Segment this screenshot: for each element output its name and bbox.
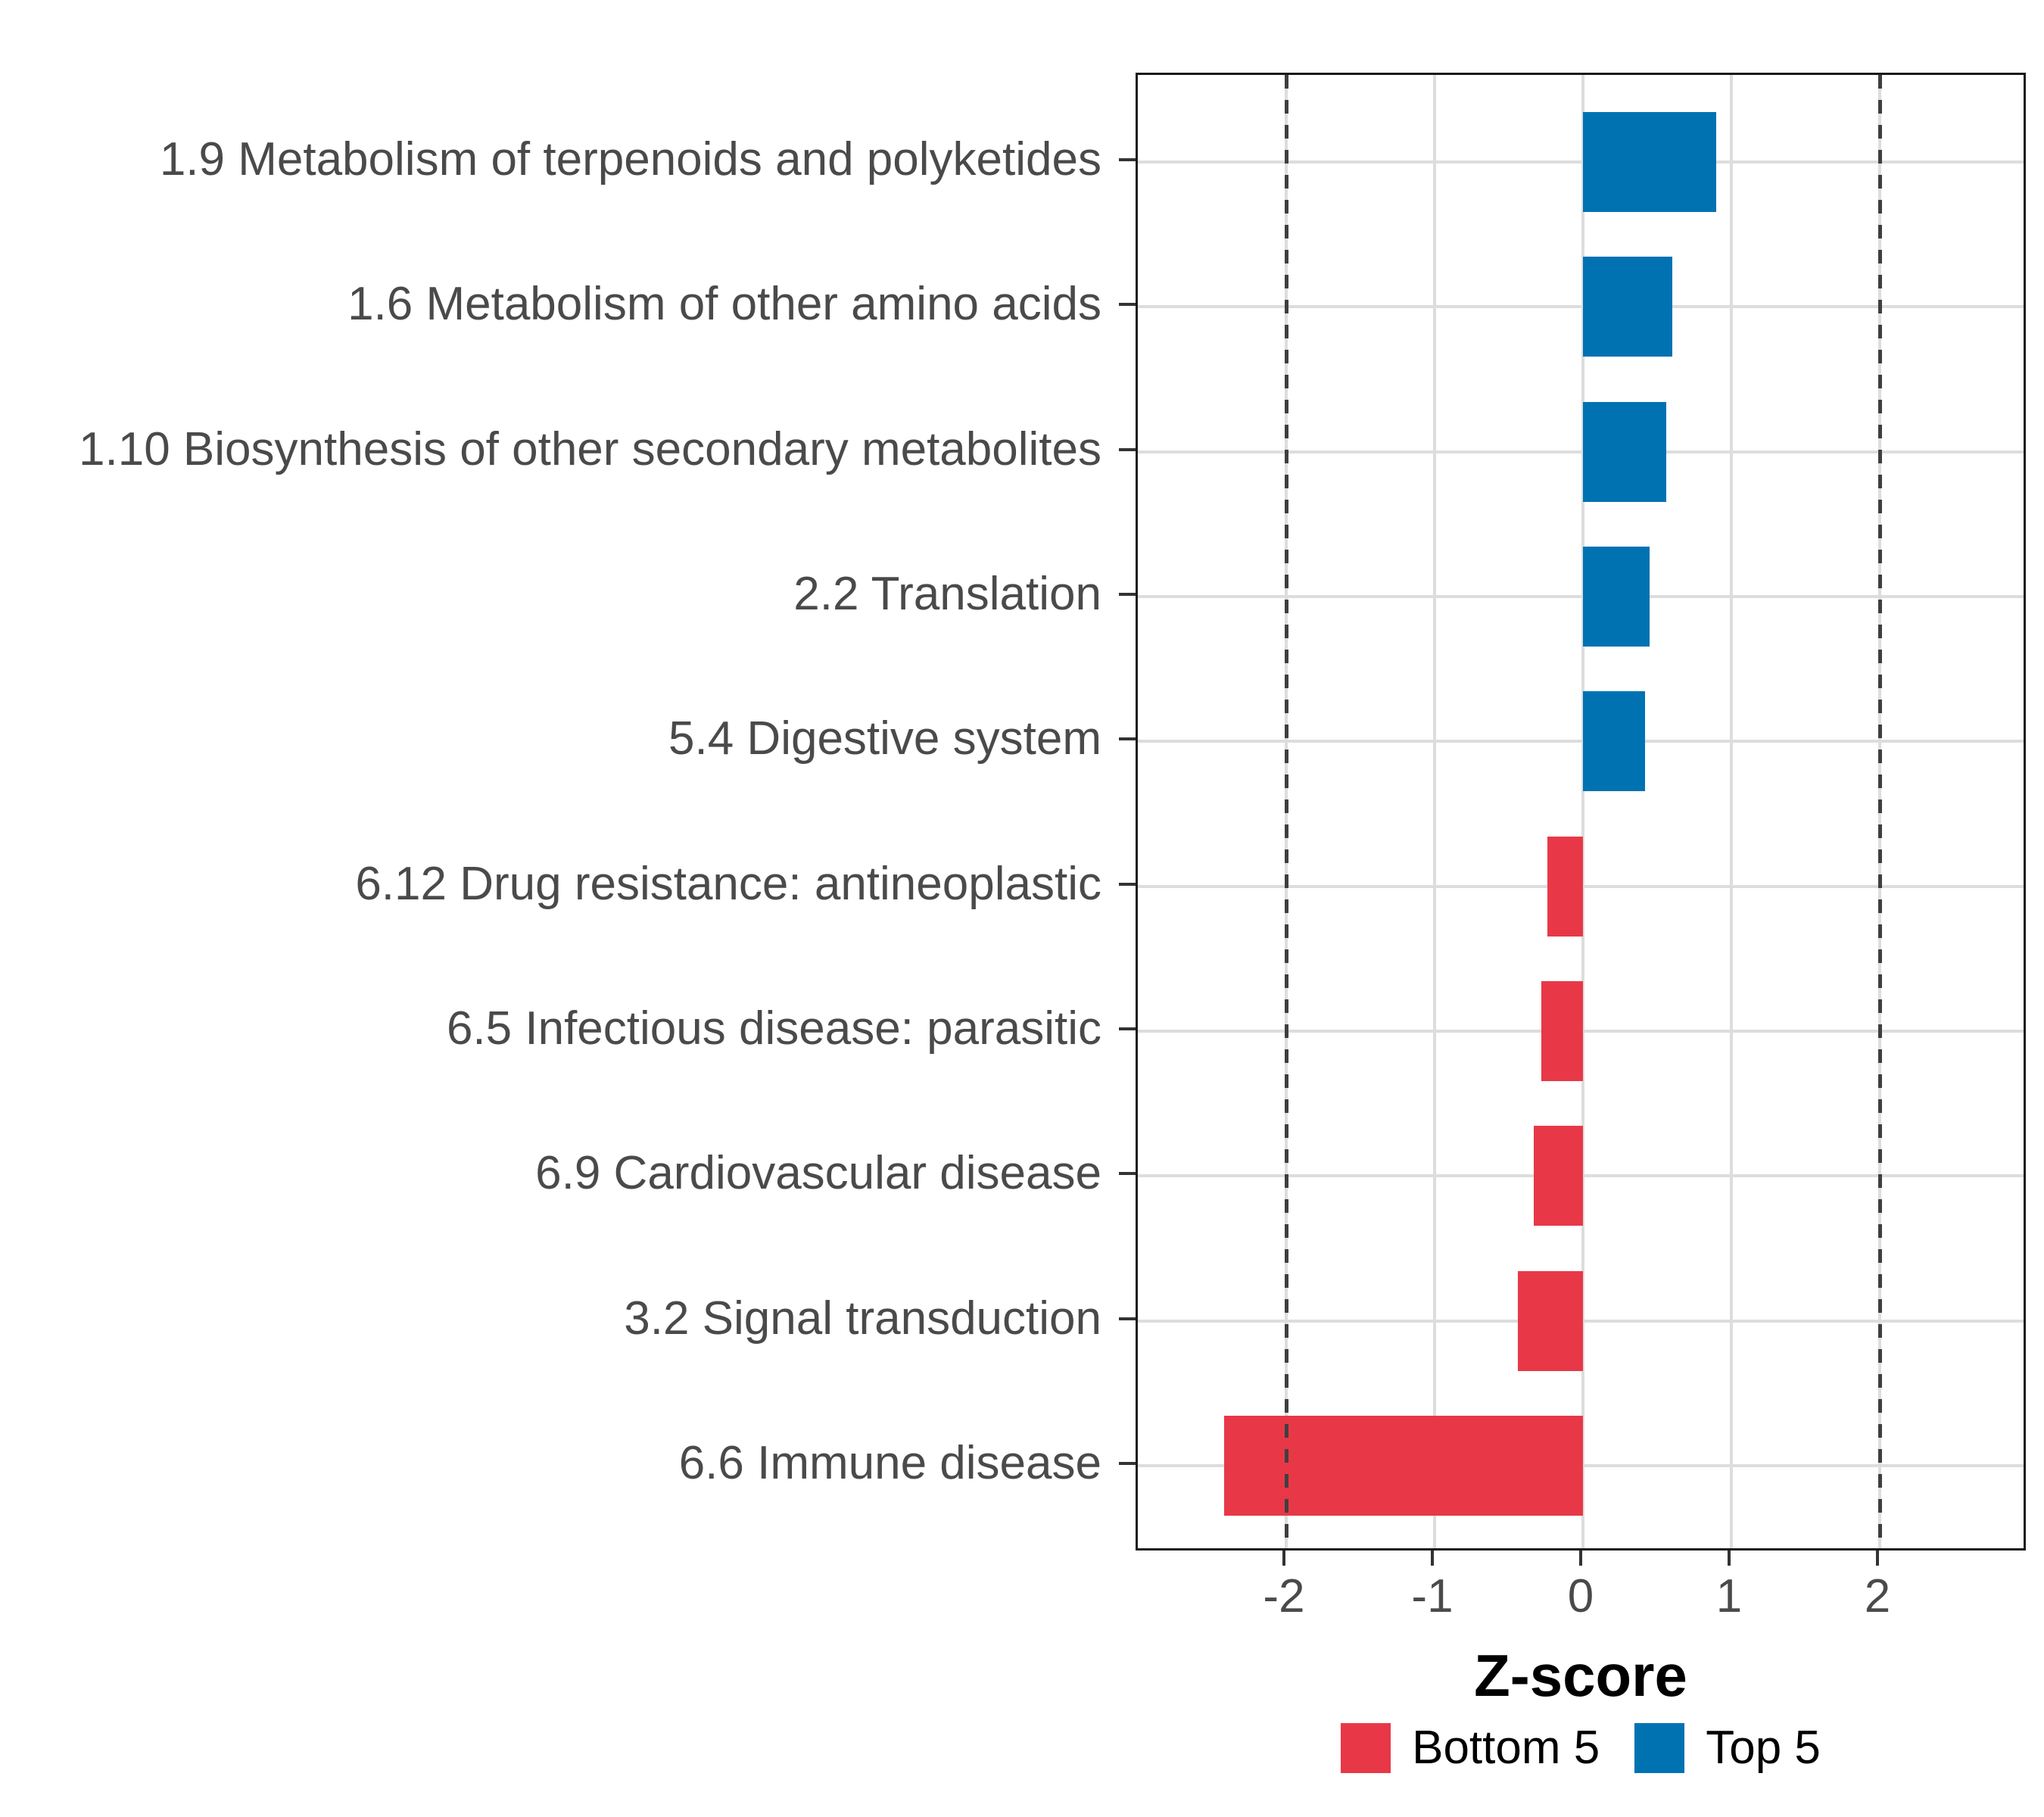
plot-panel [1136,73,2026,1551]
y-tick-mark [1119,1027,1136,1031]
bar [1223,1416,1583,1516]
x-tick-label: 1 [1715,1570,1743,1622]
legend-item: Bottom 5 [1341,1723,1600,1773]
legend-item: Top 5 [1634,1723,1821,1773]
bar [1583,546,1650,647]
gridline-y [1138,740,2024,743]
x-axis-title: Z-score [1474,1642,1687,1709]
x-tick-mark [1282,1551,1285,1566]
bar [1517,1270,1583,1371]
category-label: 6.9 Cardiovascular disease [535,1147,1101,1200]
y-tick-mark [1119,1462,1136,1466]
x-tick-mark [1579,1551,1582,1566]
y-tick-mark [1119,303,1136,307]
y-tick-mark [1119,1172,1136,1176]
category-label: 6.6 Immune disease [678,1437,1101,1490]
bar [1547,836,1583,937]
category-label: 2.2 Translation [793,567,1101,620]
x-tick-mark [1728,1551,1731,1566]
reference-line [1284,75,1288,1548]
legend-label: Top 5 [1706,1722,1821,1774]
x-tick-mark [1431,1551,1434,1566]
y-tick-mark [1119,592,1136,596]
bar [1583,401,1666,502]
category-label: 5.4 Digestive system [668,712,1101,765]
y-tick-mark [1119,1317,1136,1320]
bar [1583,111,1717,212]
x-tick-label: -2 [1263,1570,1305,1622]
legend-swatch [1634,1723,1685,1773]
category-label: 1.9 Metabolism of terpenoids and polyket… [159,132,1101,185]
reference-line [1877,75,1882,1548]
category-label: 1.6 Metabolism of other amino acids [347,278,1101,331]
category-label: 6.12 Drug resistance: antineoplastic [355,857,1101,910]
gridline-x [1581,75,1584,1548]
x-tick-label: 0 [1567,1570,1594,1622]
y-tick-mark [1119,737,1136,741]
bar [1583,691,1646,792]
x-tick-mark [1876,1551,1879,1566]
bar [1534,1126,1583,1226]
x-tick-label: 2 [1864,1570,1891,1622]
gridline-y [1138,305,2024,309]
gridline-y [1138,594,2024,598]
category-label: 1.10 Biosynthesis of other secondary met… [79,422,1101,475]
category-label: 3.2 Signal transduction [624,1292,1101,1345]
y-tick-mark [1119,157,1136,161]
legend-swatch [1341,1723,1391,1773]
category-label: 6.5 Infectious disease: parasitic [446,1002,1101,1055]
gridline-y [1138,450,2024,453]
legend: Bottom 5 Top 5 [1136,1723,2026,1773]
gridline-x [1730,75,1733,1548]
bar [1541,981,1583,1082]
y-tick-mark [1119,447,1136,451]
legend-label: Bottom 5 [1412,1722,1600,1774]
bar [1583,257,1672,357]
x-tick-label: -1 [1411,1570,1454,1622]
gridline-y [1138,160,2024,164]
y-tick-mark [1119,882,1136,886]
gridline-x [1433,75,1436,1548]
